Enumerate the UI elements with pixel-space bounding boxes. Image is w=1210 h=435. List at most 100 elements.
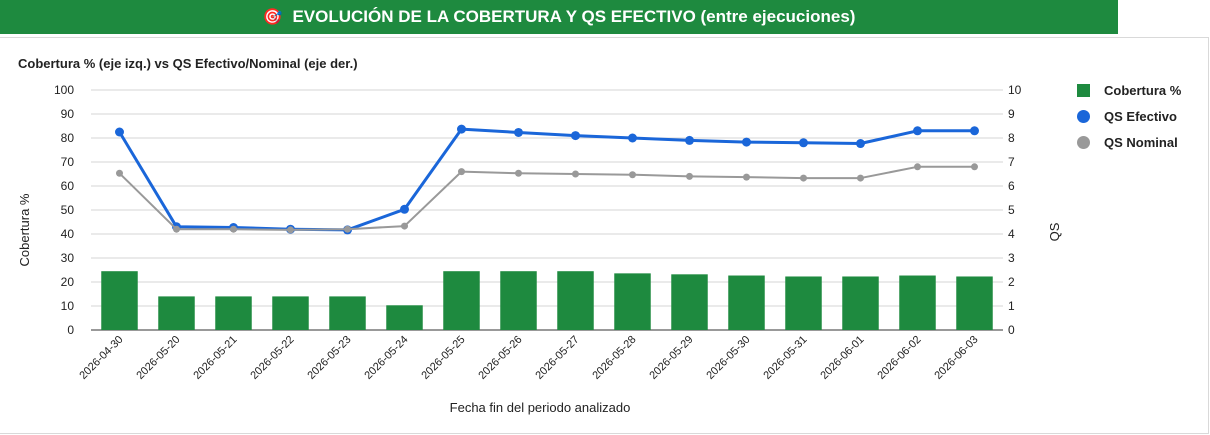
y2-tick-label: 5 [1008,203,1015,217]
y2-tick-label: 1 [1008,299,1015,313]
data-point [856,139,865,149]
y2-tick-label: 2 [1008,275,1015,289]
bar [329,296,366,330]
y-tick-label: 40 [61,227,75,241]
data-point [287,226,294,234]
bar [728,275,765,330]
data-point [115,127,124,137]
legend-label: QS Efectivo [1104,109,1177,124]
series-line [118,127,975,232]
y2-tick-label: 10 [1008,83,1022,97]
legend-swatch [1077,110,1090,123]
data-point [685,135,694,145]
bar [215,296,252,330]
bar [101,271,138,330]
data-point [173,225,180,233]
data-point [344,225,351,233]
y-axis-label: Cobertura % [17,193,32,266]
data-point [742,137,751,147]
data-point [572,170,579,178]
y2-tick-label: 0 [1008,323,1015,337]
data-point [800,174,807,182]
chart-legend: Cobertura % QS Efectivo QS Nominal [1077,83,1182,150]
data-point [970,126,979,136]
x-tick-label: 2026-05-30 [704,334,752,382]
bar [956,276,993,330]
y-tick-label: 50 [61,203,75,217]
y2-tick-label: 4 [1008,227,1015,241]
bar [557,271,594,330]
chart-title: Cobertura % (eje izq.) vs QS Efectivo/No… [18,56,358,71]
x-tick-label: 2026-05-26 [476,334,524,382]
data-point [913,126,922,136]
y-tick-label: 10 [61,299,75,313]
target-icon: 🎯 [262,9,283,26]
y-tick-label: 20 [61,275,75,289]
x-tick-label: 2026-05-20 [134,334,182,382]
data-point [116,169,123,177]
data-point [458,168,465,176]
data-point [515,169,522,177]
legend-label: QS Nominal [1104,135,1178,150]
x-tick-label: 2026-06-01 [818,334,866,382]
y-tick-label: 80 [61,131,75,145]
data-point [857,174,864,182]
data-point [743,173,750,181]
page-title: EVOLUCIÓN DE LA COBERTURA Y QS EFECTIVO … [292,7,856,26]
legend-swatch [1077,84,1090,97]
data-point [457,124,466,134]
legend-label: Cobertura % [1104,83,1182,98]
x-tick-label: 2026-05-29 [647,334,695,382]
legend-swatch [1077,136,1090,149]
y-tick-label: 60 [61,179,75,193]
x-tick-label: 2026-05-31 [761,334,809,382]
x-tick-label: 2026-05-27 [533,334,581,382]
header-banner: 🎯 EVOLUCIÓN DE LA COBERTURA Y QS EFECTIV… [0,0,1118,34]
y-tick-label: 100 [54,83,74,97]
data-point [914,163,921,171]
x-tick-label: 2026-05-21 [191,334,239,382]
bar-series [101,271,993,330]
x-tick-label: 2026-05-28 [590,334,638,382]
data-point [971,163,978,171]
bar [899,275,936,330]
bar [785,276,822,330]
bar [272,296,309,330]
y2-tick-label: 8 [1008,131,1015,145]
x-tick-label: 2026-05-25 [419,334,467,382]
series-line [118,165,975,231]
bar [386,305,423,330]
y2-tick-label: 9 [1008,107,1015,121]
y2-tick-label: 3 [1008,251,1015,265]
data-point [629,171,636,179]
bar [500,271,537,330]
chart-panel [0,37,1209,434]
bar [671,274,708,330]
x-tick-label: 2026-06-03 [932,334,980,382]
data-point [628,133,637,143]
y-tick-label: 90 [61,107,75,121]
line-series [115,124,979,235]
x-tick-label: 2026-05-23 [305,334,353,382]
data-point [571,131,580,141]
data-point [401,222,408,230]
y-tick-label: 0 [67,323,74,337]
bar [842,276,879,330]
bar [614,273,651,330]
x-tick-label: 2026-05-22 [248,334,296,382]
y2-tick-label: 6 [1008,179,1015,193]
bar [443,271,480,330]
y2-axis-label: QS [1047,222,1062,241]
y2-tick-label: 7 [1008,155,1015,169]
x-tick-label: 2026-05-24 [362,334,410,382]
y-tick-label: 70 [61,155,75,169]
x-axis-label: Fecha fin del periodo analizado [450,400,631,415]
chart-axes: 0 10 20 30 40 50 60 70 80 90 100 0 1 2 3 4 5 6 7 8 9 10 2026-0… [54,83,1022,382]
x-tick-label: 2026-06-02 [875,334,923,382]
data-point [686,172,693,180]
data-point [799,138,808,148]
y-tick-label: 30 [61,251,75,265]
data-point [230,225,237,233]
x-tick-label: 2026-04-30 [77,334,125,382]
